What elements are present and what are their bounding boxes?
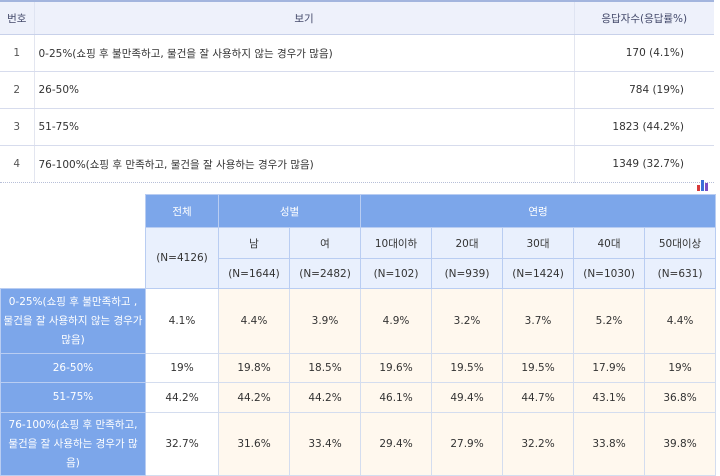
total-n: (N=4126): [145, 227, 219, 289]
cell-value: 3.7%: [502, 288, 575, 354]
cell-value: 32.2%: [502, 412, 575, 476]
bar-chart-icon-bar: [705, 183, 708, 191]
cell-value: 19.6%: [360, 353, 433, 383]
column-label: 20대: [431, 227, 504, 259]
question-options-table: 번호 보기 응답자수(응답률%) 1 0-25%(쇼핑 후 불만족하고, 물건을…: [0, 0, 714, 183]
cell-value: 19.8%: [218, 353, 290, 383]
row-label: 0-25%(쇼핑 후 불만족하고 , 물건을 잘 사용하지 않는 경우가 많음): [0, 288, 146, 354]
option-number: 2: [0, 71, 35, 109]
cell-value: 33.4%: [288, 412, 362, 476]
option-label: 26-50%: [34, 71, 575, 109]
cell-value: 4.9%: [360, 288, 433, 354]
column-n: (N=631): [644, 258, 717, 289]
option-number: 1: [0, 34, 35, 72]
cell-value: 44.2%: [288, 382, 362, 413]
cell-value: 19.5%: [431, 353, 504, 383]
column-n: (N=1030): [573, 258, 646, 289]
column-n: (N=939): [431, 258, 504, 289]
option-number: 4: [0, 145, 35, 183]
column-label: 40대: [573, 227, 646, 259]
column-label: 여: [288, 227, 362, 259]
column-n: (N=1424): [502, 258, 575, 289]
cell-value: 3.9%: [288, 288, 362, 354]
cell-value: 18.5%: [288, 353, 362, 383]
cross-column-label-row: (N=4126) 남 여 10대이하 20대 30대 40대 50대이상: [1, 227, 717, 289]
cell-value: 5.2%: [573, 288, 646, 354]
cell-value: 49.4%: [431, 382, 504, 413]
cell-value: 31.6%: [218, 412, 290, 476]
cell-value: 44.2%: [218, 382, 290, 413]
option-responses: 1823 (44.2%): [574, 108, 714, 146]
row-label: 76-100%(쇼핑 후 만족하고, 물건을 잘 사용하는 경우가 많음): [0, 412, 146, 476]
cell-value: 39.8%: [644, 412, 717, 476]
option-number: 3: [0, 108, 35, 146]
option-row: 3 51-75% 1823 (44.2%): [0, 108, 714, 146]
cell-value: 33.8%: [573, 412, 646, 476]
row-label: 26-50%: [0, 353, 146, 383]
cell-value: 27.9%: [431, 412, 504, 476]
column-label: 10대이하: [360, 227, 433, 259]
cell-value: 19%: [644, 353, 717, 383]
column-n: (N=2482): [288, 258, 362, 289]
option-row: 4 76-100%(쇼핑 후 만족하고, 물건을 잘 사용하는 경우가 많음) …: [0, 145, 714, 183]
question-header-row: 번호 보기 응답자수(응답률%): [0, 0, 714, 35]
column-label: 30대: [502, 227, 575, 259]
option-responses: 170 (4.1%): [574, 34, 714, 72]
cell-total: 32.7%: [145, 412, 219, 476]
cross-column-n-row: (N=1644) (N=2482) (N=102) (N=939) (N=142…: [1, 258, 717, 289]
header-no: 번호: [0, 0, 35, 35]
cross-data-row: 51-75% 44.2% 44.2% 44.2% 46.1% 49.4% 44.…: [0, 382, 717, 413]
cross-group-header-row: 전체 성별 연령: [0, 194, 717, 289]
cross-data-row: 0-25%(쇼핑 후 불만족하고 , 물건을 잘 사용하지 않는 경우가 많음)…: [0, 288, 717, 354]
cross-data-row: 26-50% 19% 19.8% 18.5% 19.6% 19.5% 19.5%…: [0, 353, 717, 383]
cross-tab-table: 전체 성별 연령 (N=4126) 남 여 10대이하 20대 30대 40대 …: [0, 194, 717, 476]
option-responses: 784 (19%): [574, 71, 714, 109]
column-n: (N=102): [360, 258, 433, 289]
cell-value: 19.5%: [502, 353, 575, 383]
cell-value: 46.1%: [360, 382, 433, 413]
cell-value: 43.1%: [573, 382, 646, 413]
row-label: 51-75%: [0, 382, 146, 413]
cell-value: 29.4%: [360, 412, 433, 476]
cross-data-row: 76-100%(쇼핑 후 만족하고, 물건을 잘 사용하는 경우가 많음) 32…: [0, 412, 717, 476]
column-n: (N=1644): [218, 258, 290, 289]
header-option: 보기: [34, 0, 575, 35]
cell-value: 17.9%: [573, 353, 646, 383]
bar-chart-icon-bar: [701, 180, 704, 191]
header-gender: 성별: [217, 194, 362, 228]
cell-value: 4.4%: [218, 288, 290, 354]
bar-chart-icon-bar: [697, 185, 700, 191]
cell-total: 4.1%: [145, 288, 219, 354]
option-label: 76-100%(쇼핑 후 만족하고, 물건을 잘 사용하는 경우가 많음): [34, 145, 575, 183]
cell-total: 19%: [145, 353, 219, 383]
column-label: 남: [218, 227, 290, 259]
header-responses: 응답자수(응답률%): [574, 0, 714, 35]
header-total: 전체: [145, 194, 219, 228]
header-age: 연령: [360, 194, 717, 228]
option-row: 2 26-50% 784 (19%): [0, 71, 714, 109]
option-label: 51-75%: [34, 108, 575, 146]
cell-total: 44.2%: [145, 382, 219, 413]
column-label: 50대이상: [644, 227, 717, 259]
cell-value: 3.2%: [431, 288, 504, 354]
option-row: 1 0-25%(쇼핑 후 불만족하고, 물건을 잘 사용하지 않는 경우가 많음…: [0, 34, 714, 72]
bar-chart-icon[interactable]: [697, 179, 710, 191]
cell-value: 4.4%: [644, 288, 717, 354]
option-label: 0-25%(쇼핑 후 불만족하고, 물건을 잘 사용하지 않는 경우가 많음): [34, 34, 575, 72]
cell-value: 44.7%: [502, 382, 575, 413]
option-responses: 1349 (32.7%): [574, 145, 714, 183]
cell-value: 36.8%: [644, 382, 717, 413]
table-corner: [0, 194, 146, 289]
